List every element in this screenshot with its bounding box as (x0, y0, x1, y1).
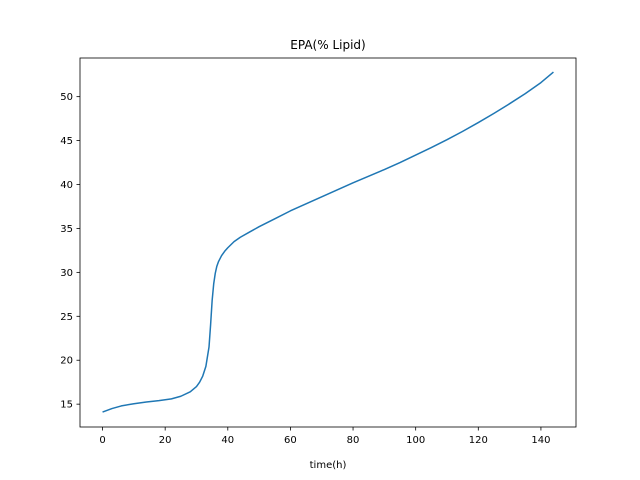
y-tick-label: 20 (60, 356, 73, 367)
y-tick-label: 35 (60, 224, 73, 235)
x-tick-label: 80 (347, 435, 360, 446)
x-tick-label: 100 (406, 435, 425, 446)
x-tick-label: 120 (469, 435, 488, 446)
x-axis: 0 20 40 60 80 100 120 140 (99, 427, 550, 446)
y-tick-label: 15 (60, 400, 73, 411)
series-line-0 (102, 71, 554, 413)
plot-area (79, 57, 577, 428)
y-tick-label: 40 (60, 180, 73, 191)
y-axis: 15 20 25 30 35 40 45 50 (60, 92, 80, 411)
y-tick-label: 25 (60, 312, 73, 323)
x-tick-label: 60 (284, 435, 297, 446)
y-tick-label: 45 (60, 136, 73, 147)
x-tick-label: 20 (159, 435, 172, 446)
plot-frame (79, 57, 577, 428)
chart-title: EPA(% Lipid) (290, 38, 365, 52)
x-tick-label: 0 (99, 435, 105, 446)
x-tick-label: 40 (221, 435, 234, 446)
x-axis-label: time(h) (310, 460, 347, 471)
x-tick-label: 140 (531, 435, 550, 446)
y-tick-label: 50 (60, 92, 73, 103)
y-tick-label: 30 (60, 268, 73, 279)
